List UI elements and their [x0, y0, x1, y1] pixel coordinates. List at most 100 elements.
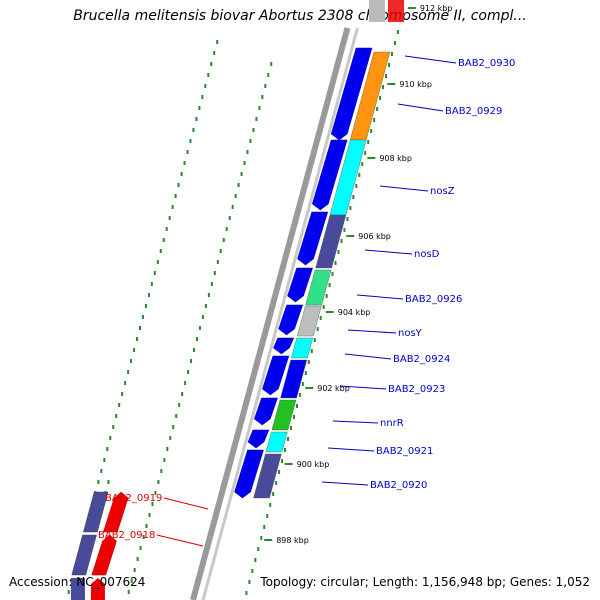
guide-dot [385, 74, 388, 78]
guide-dot [264, 84, 267, 88]
guide-dot [240, 172, 243, 176]
guide-dot [393, 41, 396, 45]
gene-block-nosy [297, 305, 322, 337]
backbone-line [190, 27, 351, 600]
guide-dot [133, 568, 136, 572]
guide-dot [201, 95, 204, 99]
guide-dot [124, 381, 127, 385]
guide-dot [319, 316, 322, 320]
guide-dot [103, 458, 106, 462]
gene-label-bab2_0921: BAB2_0921 [376, 446, 433, 457]
guide-dot [187, 370, 190, 374]
gene-label-bab2_0919: BAB2_0919 [105, 493, 162, 504]
gene-label-bab2_0924: BAB2_0924 [393, 354, 450, 365]
guide-dot [106, 447, 109, 451]
guide-dot [107, 480, 110, 484]
guide-dot [284, 448, 287, 452]
guide-dot [301, 382, 304, 386]
guide-dot [151, 502, 154, 506]
cds-arrow [273, 337, 295, 355]
gene-label-bab2_0929: BAB2_0929 [445, 106, 502, 117]
guide-dot [130, 579, 133, 583]
kbp-tick-label: 904 kbp [338, 308, 371, 317]
guide-dot [162, 238, 165, 242]
guide-dot [316, 327, 319, 331]
guide-dot [370, 129, 373, 133]
dotted-guide-lines [67, 30, 399, 595]
guide-dot [307, 360, 310, 364]
guide-dot [180, 172, 183, 176]
guide-dot [118, 403, 121, 407]
guide-dot [364, 151, 367, 155]
guide-dot [115, 414, 118, 418]
guide-dot [174, 194, 177, 198]
cds-arrow-reverse [90, 578, 105, 600]
guide-dot [376, 107, 379, 111]
guide-dot [127, 370, 130, 374]
guide-dot [201, 315, 204, 319]
guide-dot [166, 447, 169, 451]
backbone [190, 27, 359, 600]
cds-arrow [247, 429, 270, 449]
guide-dot [184, 381, 187, 385]
label-leader [379, 185, 429, 192]
label-leader [163, 497, 209, 510]
guide-dot [245, 591, 248, 595]
guide-dot [67, 590, 70, 594]
map-title: Brucella melitensis biovar Abortus 2308 … [73, 8, 527, 24]
gene-block-bab2_0924 [291, 337, 314, 359]
gene-label-nosy: nosY [398, 328, 423, 339]
guide-dot [195, 117, 198, 121]
label-leader [156, 534, 204, 547]
guide-dot [349, 206, 352, 210]
kbp-ticks: 912 kbp 910 kbp 908 kbp 906 kbp 904 kbp 902 k… [264, 4, 452, 545]
guide-dot [278, 470, 281, 474]
guide-dot [287, 437, 290, 441]
guide-dot [216, 40, 219, 44]
kbp-tick-label: 900 kbp [297, 460, 330, 469]
guide-dot [346, 217, 349, 221]
accession-text: Accession: NC_007624 [9, 575, 146, 589]
guide-dot [178, 403, 181, 407]
guide-dot [169, 436, 172, 440]
guide-dot [281, 459, 284, 463]
guide-dot [267, 73, 270, 77]
guide-dot [328, 283, 331, 287]
guide-dot [121, 392, 124, 396]
guide-dot [138, 326, 141, 330]
guide-dot [254, 558, 257, 562]
cds-arrow [287, 267, 313, 303]
cds-track [234, 47, 373, 499]
kbp-tick-label: 906 kbp [358, 232, 391, 241]
guide-dot [289, 426, 292, 430]
gene-block-partial [388, 0, 404, 22]
label-leader [339, 385, 387, 390]
backbone-line [201, 27, 359, 600]
guide-dot [313, 338, 316, 342]
guide-dot [340, 239, 343, 243]
label-leader [404, 55, 457, 64]
guide-dot [292, 415, 295, 419]
guide-dot [204, 304, 207, 308]
guide-dot [130, 359, 133, 363]
cds-arrow [234, 449, 264, 499]
guide-dot [198, 326, 201, 330]
label-leader [344, 353, 392, 360]
guide-dot [325, 294, 328, 298]
gene-label-nosz: nosZ [430, 186, 455, 197]
guide-dot [379, 96, 382, 100]
label-leader [397, 103, 444, 112]
gene-label-nnrr: nnrR [380, 418, 404, 429]
guide-dot [163, 458, 166, 462]
guide-dot [334, 261, 337, 265]
guide-dot [150, 282, 153, 286]
guide-dot [322, 305, 325, 309]
guide-dot [331, 272, 334, 276]
guide-dot [231, 205, 234, 209]
guide-dot [168, 216, 171, 220]
kbp-tick-label: 902 kbp [317, 384, 350, 393]
guide-dot [142, 535, 145, 539]
guide-dot [177, 183, 180, 187]
guide-dot [198, 106, 201, 110]
